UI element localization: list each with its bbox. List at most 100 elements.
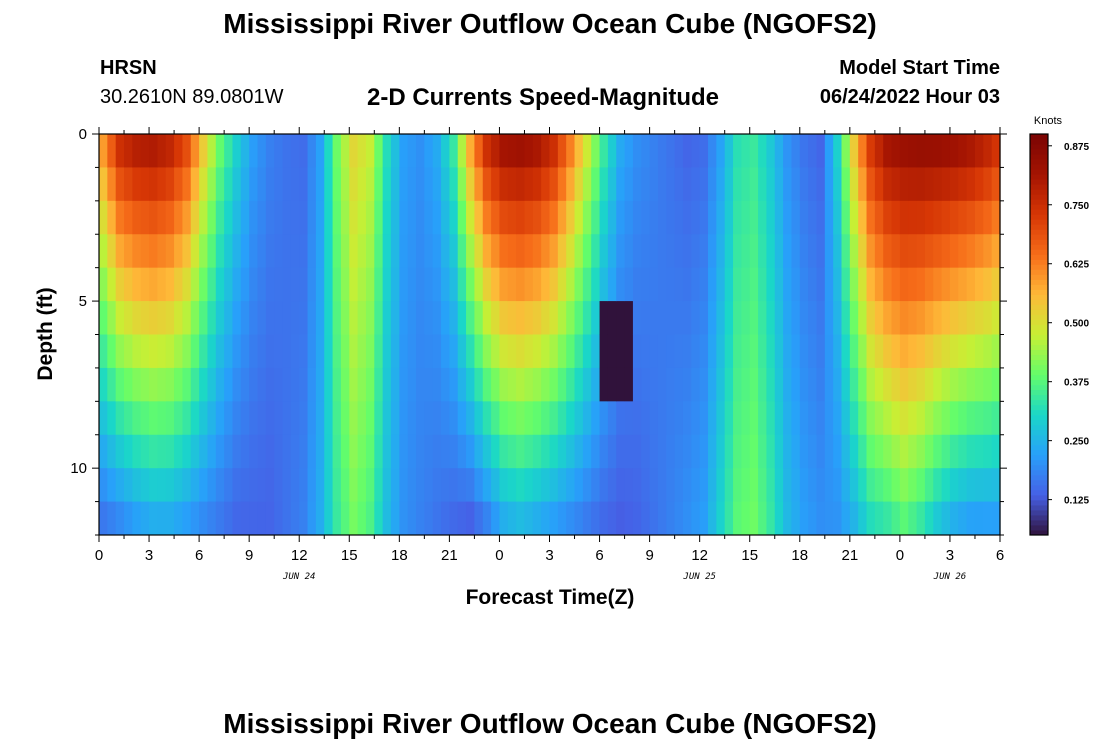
- heatmap-cell: [949, 434, 959, 469]
- heatmap-cell: [474, 134, 484, 168]
- heatmap-cell: [566, 134, 576, 168]
- heatmap-cell: [716, 334, 726, 369]
- heatmap-cell: [449, 334, 459, 369]
- heatmap-cell: [858, 501, 868, 536]
- heatmap-cell: [949, 167, 959, 202]
- heatmap-cell: [899, 468, 909, 502]
- heatmap-cell: [407, 434, 417, 469]
- heatmap-cell: [157, 167, 167, 202]
- heatmap-cell: [841, 167, 851, 202]
- heatmap-cell: [265, 134, 275, 168]
- heatmap-cell: [491, 301, 501, 335]
- heatmap-cell: [808, 200, 818, 235]
- heatmap-cell: [674, 501, 684, 536]
- heatmap-cell: [507, 501, 517, 536]
- heatmap-cell: [858, 234, 868, 269]
- heatmap-cell: [983, 401, 993, 436]
- heatmap-cell: [933, 334, 943, 369]
- heatmap-cell: [274, 200, 284, 235]
- heatmap-cell: [858, 468, 868, 502]
- heatmap-cell: [749, 167, 759, 202]
- colorbar-tick-label: 0.875: [1064, 142, 1089, 153]
- heatmap-cell: [733, 401, 742, 436]
- heatmap-cell: [599, 301, 609, 335]
- heatmap-cell: [649, 468, 659, 502]
- heatmap-cell: [682, 434, 692, 469]
- heatmap-cell: [974, 167, 984, 202]
- heatmap-cell: [924, 501, 934, 536]
- heatmap-cell: [541, 301, 551, 335]
- heatmap-cell: [783, 134, 793, 168]
- heatmap-cell: [891, 234, 901, 269]
- heatmap-cell: [224, 134, 234, 168]
- heatmap-cell: [399, 301, 409, 335]
- heatmap-cell: [432, 501, 442, 536]
- heatmap-cell: [507, 434, 517, 469]
- heatmap-cell: [591, 301, 601, 335]
- heatmap-cell: [891, 267, 901, 302]
- heatmap-cell: [899, 267, 909, 302]
- heatmap-cell: [140, 301, 150, 335]
- heatmap-cell: [824, 167, 834, 202]
- heatmap-cell: [149, 234, 158, 269]
- heatmap-cell: [991, 468, 1001, 502]
- colorbar-segment: [1030, 484, 1048, 491]
- heatmap-cell: [499, 401, 509, 436]
- heatmap-cell: [733, 134, 742, 168]
- heatmap-cell: [215, 401, 225, 436]
- heatmap-cell: [966, 200, 976, 235]
- heatmap-cell: [399, 267, 409, 302]
- heatmap-cell: [349, 367, 359, 402]
- heatmap-cell: [215, 200, 225, 235]
- heatmap-cell: [791, 301, 801, 335]
- heatmap-cell: [933, 167, 943, 202]
- heatmap-cell: [257, 267, 267, 302]
- heatmap-cell: [491, 267, 501, 302]
- x-tick-label: 0: [95, 547, 103, 564]
- heatmap-cell: [708, 434, 717, 469]
- heatmap-cell: [324, 401, 334, 436]
- heatmap-cell: [607, 200, 617, 235]
- heatmap-cell: [624, 367, 634, 402]
- heatmap-cell: [733, 468, 742, 502]
- heatmap-cell: [841, 301, 851, 335]
- heatmap-cell: [766, 167, 776, 202]
- heatmap-cell: [616, 234, 626, 269]
- heatmap-cell: [657, 301, 667, 335]
- heatmap-cell: [115, 334, 125, 369]
- y-axis-label: Depth (ft): [34, 287, 57, 380]
- heatmap-cell: [557, 234, 567, 269]
- heatmap-cell: [365, 334, 375, 369]
- heatmap-cell: [791, 501, 801, 536]
- heatmap-cell: [941, 468, 951, 502]
- heatmap-cell: [299, 167, 309, 202]
- heatmap-cell: [382, 200, 392, 235]
- heatmap-cell: [349, 401, 359, 436]
- heatmap-cell: [699, 334, 709, 369]
- heatmap-cell: [816, 200, 826, 235]
- heatmap-cell: [249, 234, 259, 269]
- heatmap-cell: [299, 234, 309, 269]
- colorbar-tick-label: 0.500: [1064, 319, 1089, 330]
- heatmap-cell: [991, 334, 1001, 369]
- heatmap-cell: [132, 267, 142, 302]
- x-tick-label: 3: [946, 547, 954, 564]
- heatmap-cell: [257, 434, 267, 469]
- heatmap-cell: [416, 167, 425, 202]
- heatmap-cell: [824, 267, 834, 302]
- heatmap-cell: [791, 367, 801, 402]
- heatmap-cell: [908, 200, 918, 235]
- heatmap-cell: [115, 401, 125, 436]
- heatmap-cell: [215, 501, 225, 536]
- heatmap-cell: [432, 267, 442, 302]
- heatmap-cell: [958, 134, 968, 168]
- heatmap-cell: [466, 267, 476, 302]
- heatmap-cell: [107, 267, 117, 302]
- heatmap-cell: [274, 401, 284, 436]
- heatmap-cell: [532, 301, 542, 335]
- heatmap-cell: [941, 401, 951, 436]
- heatmap-cell: [674, 167, 684, 202]
- heatmap-cell: [616, 468, 626, 502]
- heatmap-cell: [466, 200, 476, 235]
- heatmap-cell: [215, 167, 225, 202]
